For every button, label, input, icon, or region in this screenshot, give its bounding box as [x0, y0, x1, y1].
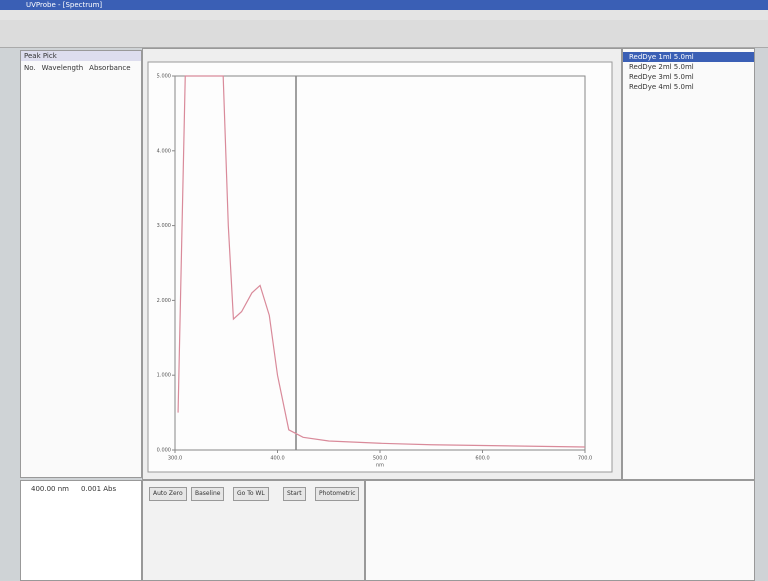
readout-wavelength: 400.00 nm — [31, 485, 69, 493]
x-tick-label: 300.0 — [168, 456, 182, 462]
legend-item[interactable]: RedDye 2ml 5.0ml — [623, 62, 754, 72]
x-tick-label: 700.0 — [578, 456, 592, 462]
y-tick-label: 0.000 — [157, 448, 171, 454]
button[interactable]: Go To WL — [233, 487, 269, 501]
y-tick-label: 2.000 — [157, 298, 171, 304]
x-tick-label: 500.0 — [373, 456, 387, 462]
output-panel — [365, 480, 755, 581]
y-tick-label: 5.000 — [157, 74, 171, 80]
legend-item[interactable]: RedDye 4ml 5.0ml — [623, 82, 754, 92]
legend-item[interactable]: RedDye 3ml 5.0ml — [623, 72, 754, 82]
x-axis-label: nm — [376, 463, 384, 469]
button[interactable]: Photometric — [315, 487, 359, 501]
y-tick-label: 4.000 — [157, 148, 171, 154]
button[interactable]: Auto Zero — [149, 487, 187, 501]
x-tick-label: 400.0 — [270, 456, 284, 462]
readout-absorbance: 0.001 Abs — [81, 485, 116, 493]
readout-panel: 400.00 nm 0.001 Abs — [20, 480, 142, 581]
legend-item[interactable]: RedDye 1ml 5.0ml — [623, 52, 754, 62]
button[interactable]: Baseline — [191, 487, 224, 501]
button[interactable]: Start — [283, 487, 306, 501]
button-panel: Auto Zero Baseline Go To WL Start Photom… — [142, 480, 365, 581]
y-tick-label: 3.000 — [157, 223, 171, 229]
x-tick-label: 600.0 — [475, 456, 489, 462]
screen: UVProbe - [Spectrum] Peak Pick No. Wavel… — [0, 0, 768, 581]
plot-frame — [148, 62, 612, 472]
y-tick-label: 1.000 — [157, 373, 171, 379]
